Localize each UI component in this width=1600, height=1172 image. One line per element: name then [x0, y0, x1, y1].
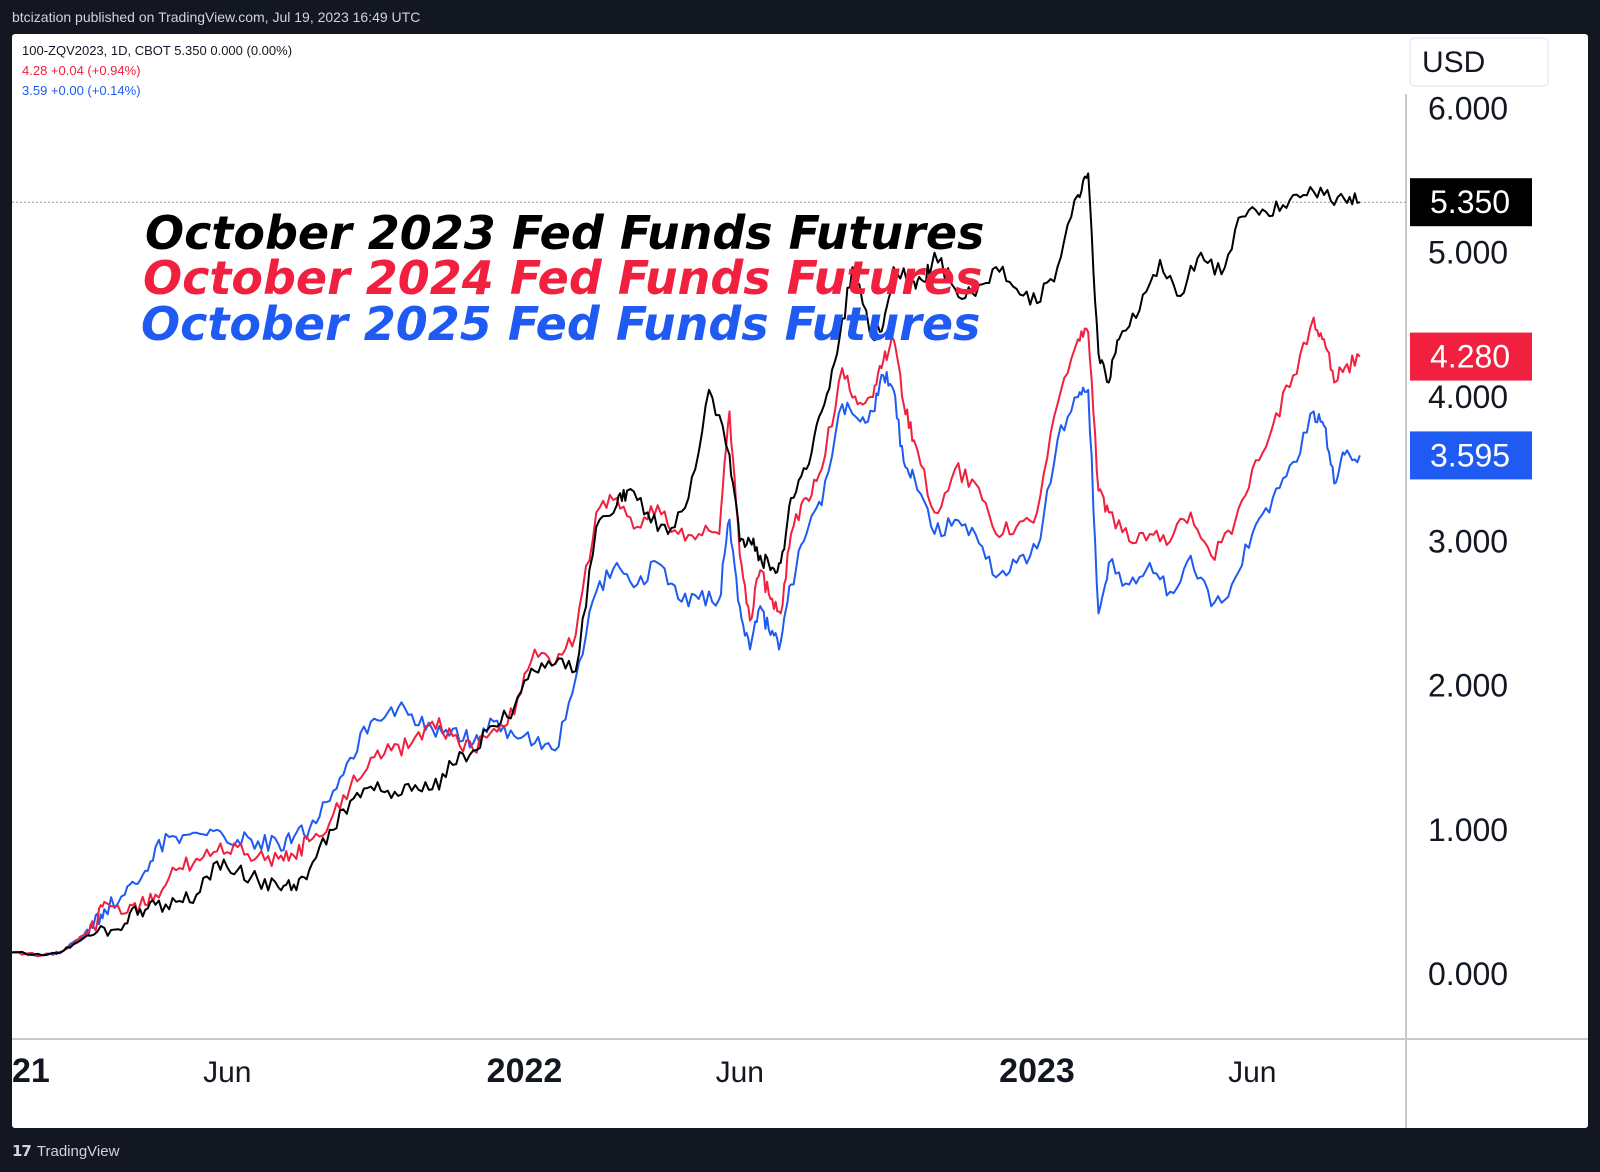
x-axis-labels: 2021 Jun 2022 Jun 2023 Jun: [12, 1052, 1276, 1090]
y-axis-labels: 0.000 1.000 2.000 3.000 4.000 5.000 6.000: [1428, 90, 1508, 992]
published-text: btcization published on TradingView.com,…: [12, 9, 421, 25]
x-tick-label: 2021: [12, 1052, 50, 1090]
legend-red[interactable]: 4.28 +0.04 (+0.94%): [22, 63, 141, 78]
headline-red: October 2024 Fed Funds Futures: [143, 251, 982, 305]
last-value-text-black: 5.350: [1430, 184, 1510, 220]
x-tick-label: 2023: [999, 1052, 1075, 1090]
footer: 17 TradingView: [0, 1130, 1600, 1172]
x-tick-label: Jun: [203, 1056, 251, 1089]
last-value-text-blue: 3.595: [1430, 437, 1510, 473]
chart-panel[interactable]: 0.000 1.000 2.000 3.000 4.000 5.000 6.000 2021…: [12, 34, 1588, 1128]
y-tick-label: 3.000: [1428, 523, 1508, 559]
headline-blue: October 2025 Fed Funds Futures: [141, 297, 980, 351]
y-tick-label: 2.000: [1428, 668, 1508, 704]
y-tick-label: 4.000: [1428, 379, 1508, 415]
tradingview-logo-icon: 17: [12, 1142, 32, 1160]
currency-button-bg[interactable]: [1409, 37, 1549, 87]
published-header: btcization published on TradingView.com,…: [0, 0, 1600, 34]
last-value-badges: 5.350 4.280 3.595: [1410, 178, 1532, 480]
last-value-text-red: 4.280: [1430, 339, 1510, 375]
y-tick-label: 0.000: [1428, 956, 1508, 992]
x-tick-label: 2022: [487, 1052, 563, 1090]
series-line-blue: [12, 371, 1361, 958]
legend-main[interactable]: 100-ZQV2023, 1D, CBOT 5.350 0.000 (0.00%…: [22, 43, 292, 58]
footer-brand[interactable]: TradingView: [36, 1142, 120, 1160]
y-tick-label: 6.000: [1428, 90, 1508, 126]
y-tick-label: 1.000: [1428, 812, 1508, 848]
last-value-badge-red: [1410, 332, 1532, 381]
x-tick-label: Jun: [716, 1056, 764, 1089]
chart-svg[interactable]: 0.000 1.000 2.000 3.000 4.000 5.000 6.000 2021…: [12, 34, 1588, 1128]
x-tick-label: Jun: [1228, 1056, 1276, 1089]
last-value-badge-black: [1410, 178, 1532, 227]
series-lines: [12, 172, 1361, 958]
legend-blue[interactable]: 3.59 +0.00 (+0.14%): [22, 83, 141, 98]
series-line-black: [12, 172, 1361, 957]
last-value-badge-blue: [1410, 431, 1532, 480]
y-tick-label: 5.000: [1428, 235, 1508, 271]
series-line-red: [12, 316, 1361, 958]
currency-button[interactable]: USD: [1422, 46, 1485, 79]
headline-black: October 2023 Fed Funds Futures: [145, 206, 984, 260]
